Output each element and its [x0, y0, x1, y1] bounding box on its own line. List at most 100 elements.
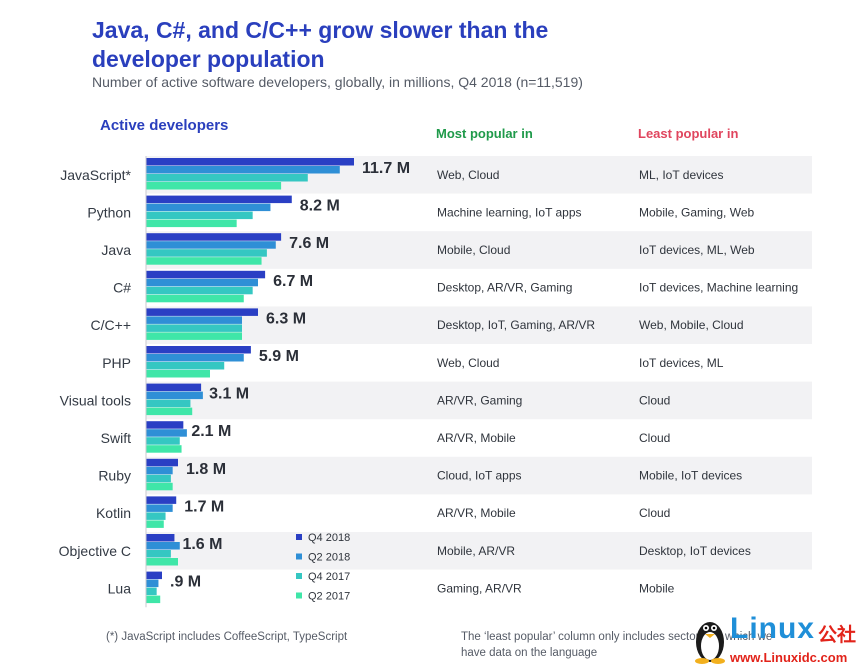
category-label: Visual tools	[60, 392, 131, 408]
least-popular-cell: IoT devices, ML	[639, 356, 724, 370]
value-label: 3.1 M	[209, 386, 249, 403]
bar-q2-2017	[146, 370, 210, 378]
least-popular-cell: IoT devices, ML, Web	[639, 243, 755, 257]
category-label: Objective C	[59, 543, 131, 559]
bar-q4-2017	[146, 399, 191, 408]
bar-q4-2017	[146, 474, 171, 483]
chart-subtitle: Number of active software developers, gl…	[92, 74, 583, 90]
least-popular-cell: Cloud	[639, 393, 670, 407]
value-label: 6.7 M	[273, 273, 313, 290]
most-popular-cell: Cloud, IoT apps	[437, 469, 522, 483]
bar-q4-2018	[146, 496, 177, 504]
least-popular-cell: Mobile	[639, 581, 675, 595]
legend-swatch	[296, 534, 302, 540]
bar-q2-2018	[146, 166, 340, 174]
bar-q2-2017	[146, 482, 173, 491]
bar-q2-2017	[146, 294, 244, 303]
watermark-url: www.Linuxidc.com	[730, 650, 848, 665]
legend-label: Q4 2018	[308, 532, 350, 544]
category-label: Python	[87, 204, 131, 220]
bar-q2-2018	[146, 504, 173, 512]
bar-q4-2018	[146, 571, 162, 580]
bar-q4-2018	[146, 346, 251, 354]
most-popular-cell: Mobile, Cloud	[437, 243, 510, 257]
footnote-least-popular: The ‘least popular’ column only includes…	[461, 631, 773, 659]
bar-q2-2018	[146, 579, 159, 588]
least-popular-cell: Mobile, IoT devices	[639, 469, 742, 483]
most-popular-cell: Web, Cloud	[437, 168, 499, 182]
bar-q4-2017	[146, 362, 225, 370]
category-label: Java	[101, 242, 131, 258]
chart-title: Java, C#, and C/C++ grow slower than the…	[92, 17, 549, 72]
bar-q4-2017	[146, 437, 180, 445]
bar-q2-2017	[146, 332, 242, 340]
value-label: .9 M	[170, 574, 201, 591]
bar-q4-2018	[146, 421, 184, 429]
bar-q4-2018	[146, 195, 292, 204]
category-label: C/C++	[91, 317, 131, 333]
bar-q2-2018	[146, 542, 180, 550]
most-popular-cell: AR/VR, Mobile	[437, 431, 516, 445]
bar-q4-2018	[146, 383, 202, 392]
legend-swatch	[296, 573, 302, 579]
bar-q2-2018	[146, 429, 187, 437]
bar-q2-2017	[146, 520, 164, 528]
bar-q2-2018	[146, 316, 242, 324]
bar-q2-2018	[146, 354, 244, 362]
bar-q4-2017	[146, 249, 267, 257]
most-popular-cell: AR/VR, Mobile	[437, 506, 516, 520]
least-popular-cell: Desktop, IoT devices	[639, 544, 751, 558]
value-label: 1.8 M	[186, 461, 226, 478]
value-label: 5.9 M	[259, 348, 299, 365]
most-popular-cell: Gaming, AR/VR	[437, 581, 522, 595]
category-label: PHP	[102, 355, 131, 371]
bar-q4-2018	[146, 458, 178, 467]
penguin-icon	[695, 622, 725, 664]
most-popular-cell: Web, Cloud	[437, 356, 499, 370]
least-popular-cell: IoT devices, Machine learning	[639, 281, 798, 295]
bar-q2-2017	[146, 182, 282, 190]
bar-q2-2017	[146, 257, 262, 265]
category-label: Kotlin	[96, 505, 131, 521]
bar-q4-2017	[146, 512, 166, 520]
row-band	[146, 381, 812, 420]
bar-q2-2018	[146, 241, 276, 249]
most-popular-cell: Machine learning, IoT apps	[437, 205, 582, 219]
category-label: Ruby	[98, 468, 131, 484]
least-popular-cell: Web, Mobile, Cloud	[639, 318, 744, 332]
most-popular-heading: Most popular in	[436, 126, 533, 141]
bar-q2-2017	[146, 558, 178, 566]
least-popular-cell: ML, IoT devices	[639, 168, 723, 182]
least-popular-cell: Cloud	[639, 506, 670, 520]
bar-q2-2018	[146, 203, 271, 212]
bar-q2-2017	[146, 595, 161, 604]
bar-q4-2017	[146, 286, 253, 295]
value-label: 11.7 M	[362, 160, 410, 177]
watermark: Linux 公社 www.Linuxidc.com	[690, 612, 865, 668]
bar-q4-2018	[146, 233, 282, 241]
category-label: C#	[113, 280, 131, 296]
footnote-javascript: (*) JavaScript includes CoffeeScript, Ty…	[106, 631, 348, 643]
bar-q2-2018	[146, 466, 173, 475]
most-popular-cell: AR/VR, Gaming	[437, 393, 522, 407]
bar-q2-2017	[146, 219, 237, 228]
value-label: 2.1 M	[191, 423, 231, 440]
bar-q4-2017	[146, 550, 171, 558]
legend-swatch	[296, 553, 302, 560]
legend-swatch	[296, 592, 302, 599]
category-label: JavaScript*	[60, 167, 131, 183]
value-label: 1.6 M	[182, 536, 222, 553]
category-label: Lua	[108, 580, 132, 596]
category-label: Swift	[101, 430, 131, 446]
watermark-brand: Linux	[730, 612, 815, 645]
most-popular-cell: Mobile, AR/VR	[437, 544, 515, 558]
least-popular-heading: Least popular in	[638, 126, 739, 141]
most-popular-cell: Desktop, IoT, Gaming, AR/VR	[437, 318, 595, 332]
value-label: 1.7 M	[184, 498, 224, 515]
least-popular-cell: Mobile, Gaming, Web	[639, 205, 754, 219]
bar-q2-2018	[146, 391, 203, 400]
row-band	[146, 456, 812, 495]
bar-q2-2017	[146, 407, 193, 416]
least-popular-cell: Cloud	[639, 431, 670, 445]
